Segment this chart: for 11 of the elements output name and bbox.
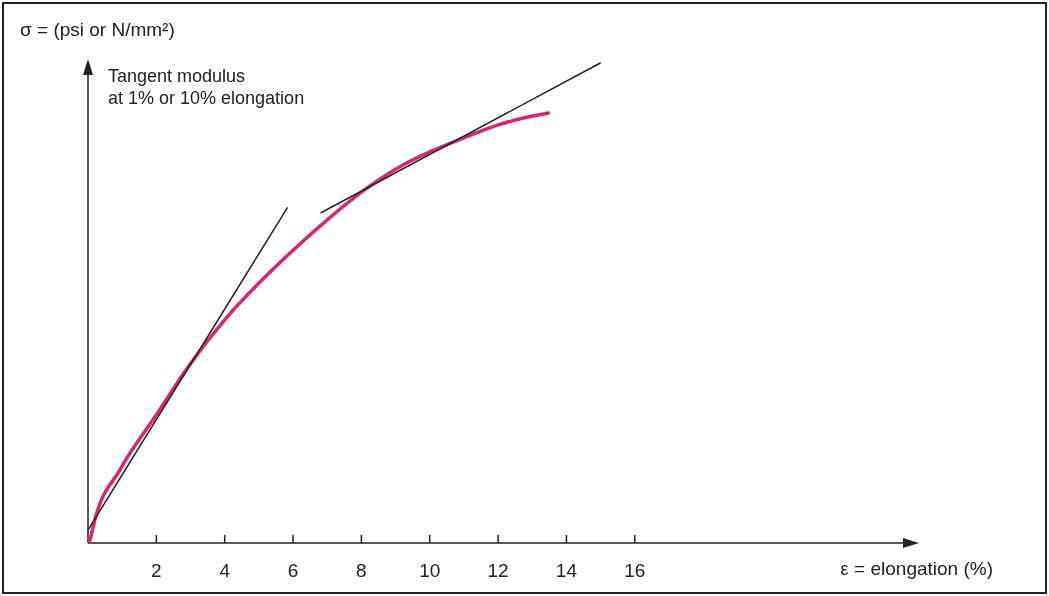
x-axis-title: ε = elongation (%) <box>840 558 993 579</box>
x-tick-label: 6 <box>287 560 299 581</box>
y-axis-title: σ = (psi or N/mm²) <box>20 19 175 40</box>
x-tick-label: 2 <box>151 560 162 581</box>
x-tick-label: 8 <box>356 560 367 581</box>
annotation: Tangent modulus at 1% or 10% elongation <box>108 66 305 108</box>
x-tick-label: 16 <box>624 560 646 581</box>
x-tick-label: 14 <box>555 560 578 581</box>
x-tick-label: 12 <box>487 560 509 581</box>
x-tick-label: 10 <box>419 560 441 581</box>
x-tick-label: 4 <box>219 560 231 581</box>
